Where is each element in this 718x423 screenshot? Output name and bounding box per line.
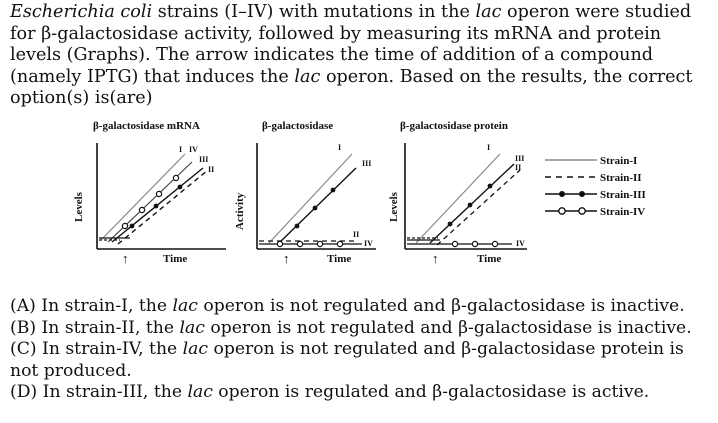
open-dot bbox=[316, 240, 324, 248]
curve-label: I bbox=[487, 143, 490, 152]
legend-label: Strain-III bbox=[600, 189, 646, 201]
y-axis-label: Levels bbox=[73, 191, 85, 222]
option-text: lac bbox=[187, 382, 213, 402]
option-text: (B) In strain-II, the bbox=[10, 317, 180, 338]
curve-label: I bbox=[179, 145, 182, 154]
curve-strain-III bbox=[278, 167, 357, 244]
x-axis-label: Time bbox=[327, 253, 351, 265]
filled-dot bbox=[579, 191, 585, 197]
curve-label: II bbox=[515, 163, 521, 172]
induction-arrow-icon: ↑ bbox=[122, 251, 129, 266]
option-b: (B) In strain-II, the lac operon is not … bbox=[10, 318, 716, 340]
filled-dot bbox=[330, 187, 336, 193]
filled-dot bbox=[153, 203, 159, 209]
filled-dot bbox=[129, 223, 135, 229]
option-text: (D) In strain-III, the bbox=[10, 382, 188, 402]
option-text: operon is not regulated and β-galactosid… bbox=[204, 317, 692, 338]
panel-mrna: β-galactosidase mRNA Levels Time ↑ I IV … bbox=[73, 120, 226, 266]
filled-dot bbox=[177, 184, 183, 190]
stem-part: strains (I–IV) with mutations in the bbox=[152, 2, 476, 22]
x-axis-label: Time bbox=[477, 253, 501, 265]
filled-dot bbox=[467, 202, 473, 208]
option-text: operon is not regulated and β-galactosid… bbox=[10, 339, 684, 381]
curve-strain-II bbox=[117, 169, 209, 245]
curve-label: III bbox=[515, 154, 524, 163]
curve-strain-I bbox=[415, 153, 501, 244]
open-dot bbox=[558, 207, 566, 215]
curve-label: I bbox=[338, 143, 341, 152]
stem-part: operon. Based on the results, the correc… bbox=[10, 66, 693, 109]
legend: Strain-I Strain-II Strain-III Strain-IV bbox=[545, 155, 646, 218]
open-dot bbox=[138, 206, 146, 214]
filled-dot bbox=[487, 183, 493, 189]
option-text: (C) In strain-IV, the bbox=[10, 339, 183, 359]
open-dot bbox=[276, 240, 284, 248]
y-axis-label: Activity bbox=[234, 192, 246, 230]
curve-label: II bbox=[353, 230, 359, 239]
open-dot bbox=[155, 190, 163, 198]
induction-arrow-icon: ↑ bbox=[283, 251, 290, 266]
legend-label: Strain-IV bbox=[600, 206, 645, 218]
option-text: lac bbox=[182, 339, 209, 359]
curve-strain-I bbox=[268, 153, 353, 244]
options-list: (A) In strain-I, the lac operon is not r… bbox=[10, 296, 716, 404]
curve-strain-II bbox=[436, 169, 521, 246]
option-d: (D) In strain-III, the lac operon is reg… bbox=[10, 382, 716, 404]
option-a: (A) In strain-I, the lac operon is not r… bbox=[10, 296, 716, 318]
curve-label: IV bbox=[364, 239, 373, 248]
open-dot bbox=[296, 240, 304, 248]
stem-part: operon were studied for β-galactosidase … bbox=[10, 2, 692, 87]
stem-part: lac bbox=[294, 66, 321, 87]
curve-strain-IV bbox=[107, 161, 193, 243]
panel-activity: β-galactosidase Activity Time ↑ I III II… bbox=[234, 120, 376, 266]
curve-strain-III bbox=[429, 163, 515, 244]
curve-label: IV bbox=[189, 145, 198, 154]
open-dot bbox=[451, 240, 459, 248]
curve-label: IV bbox=[516, 239, 525, 248]
panel-title: β-galactosidase protein bbox=[400, 120, 508, 132]
filled-dot bbox=[294, 223, 300, 229]
option-text: operon is regulated and β-galactosidase … bbox=[212, 382, 650, 402]
filled-dot bbox=[447, 221, 453, 227]
curve-label: II bbox=[208, 165, 214, 174]
induction-arrow-icon: ↑ bbox=[432, 251, 439, 266]
open-dot bbox=[491, 240, 499, 248]
open-dot bbox=[578, 207, 586, 215]
option-c: (C) In strain-IV, the lac operon is not … bbox=[10, 339, 716, 382]
filled-dot bbox=[312, 205, 318, 211]
legend-label: Strain-II bbox=[600, 172, 642, 184]
figure: β-galactosidase mRNA Levels Time ↑ I IV … bbox=[73, 120, 646, 266]
y-axis-label: Levels bbox=[388, 191, 400, 222]
stem-part: lac bbox=[475, 2, 502, 22]
panel-title: β-galactosidase mRNA bbox=[93, 120, 200, 132]
stem-part: Escherichia coli bbox=[10, 2, 153, 22]
option-text: lac bbox=[172, 296, 198, 316]
curve-label: III bbox=[199, 155, 208, 164]
open-dot bbox=[172, 174, 180, 182]
open-dot bbox=[121, 222, 129, 230]
panel-title: β-galactosidase bbox=[262, 120, 333, 132]
curve-label: III bbox=[362, 159, 371, 168]
curve-strain-I bbox=[100, 153, 186, 241]
filled-dot bbox=[559, 191, 565, 197]
x-axis-label: Time bbox=[163, 253, 187, 265]
option-text: (A) In strain-I, the bbox=[10, 296, 173, 316]
legend-label: Strain-I bbox=[600, 155, 637, 167]
option-text: lac bbox=[179, 317, 205, 338]
panel-protein: β-galactosidase protein Levels Time ↑ I … bbox=[388, 120, 527, 266]
open-dot bbox=[471, 240, 479, 248]
open-dot bbox=[336, 240, 344, 248]
question-stem: Escherichia coli strains (I–IV) with mut… bbox=[10, 2, 714, 110]
option-text: operon is not regulated and β-galactosid… bbox=[197, 296, 685, 316]
